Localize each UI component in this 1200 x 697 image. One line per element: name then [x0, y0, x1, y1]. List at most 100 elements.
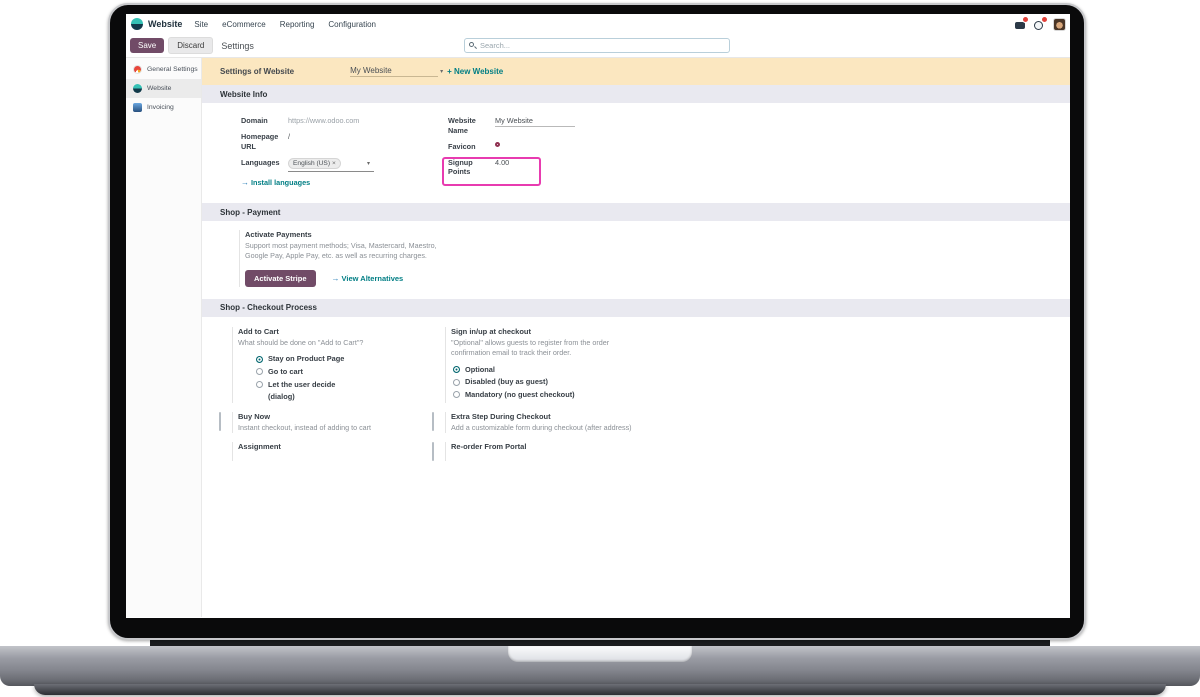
language-tag-label: English (US)	[293, 159, 331, 167]
desc-line-1: Support most payment methods; Visa, Mast…	[245, 241, 437, 250]
nav-right-icons	[1015, 16, 1070, 31]
favicon-preview-icon[interactable]	[495, 141, 500, 147]
radio-label: Mandatory (no guest checkout)	[465, 390, 575, 399]
radio-let-user-decide[interactable]: Let the user decide	[256, 380, 363, 390]
radio-icon[interactable]	[256, 380, 263, 388]
spacer	[432, 327, 445, 403]
sidebar-item-invoicing[interactable]: Invoicing	[126, 98, 201, 117]
radio-sublabel: (dialog)	[268, 392, 295, 402]
section-title: Shop - Checkout Process	[220, 303, 317, 313]
view-alternatives-link[interactable]: → View Alternatives	[332, 274, 404, 283]
search-input[interactable]	[480, 41, 710, 50]
nav-item-ecommerce[interactable]: eCommerce	[222, 19, 266, 29]
odoo-app-window: Website Site eCommerce Reporting Configu…	[126, 14, 1070, 618]
buy-now-body: Buy Now Instant checkout, instead of add…	[232, 411, 372, 434]
radio-selected-icon[interactable]	[453, 366, 460, 374]
assignment-body: Assignment	[232, 442, 281, 462]
languages-input[interactable]: English (US) × ▾	[288, 157, 374, 172]
shop-payment-content: Activate Payments Support most payment m…	[202, 221, 1070, 299]
radio-icon[interactable]	[453, 391, 460, 399]
radio-icon[interactable]	[453, 378, 460, 386]
general-settings-icon	[133, 65, 142, 74]
buy-now-checkbox[interactable]	[219, 411, 221, 431]
website-select[interactable]: My Website	[350, 66, 439, 77]
app-name[interactable]: Website	[148, 19, 183, 29]
checkbox-column	[432, 442, 445, 462]
install-languages-label: Install languages	[251, 177, 311, 187]
radio-label: Optional	[465, 364, 495, 374]
radio-go-to-cart[interactable]: Go to cart	[256, 367, 363, 377]
buy-now-desc: Instant checkout, instead of adding to c…	[238, 422, 372, 432]
view-alternatives-label: View Alternatives	[341, 273, 404, 283]
add-to-cart-desc: What should be done on "Add to Cart"?	[238, 337, 364, 347]
radio-stay-on-product-page[interactable]: Stay on Product Page	[256, 354, 363, 364]
clock-icon	[1034, 21, 1043, 30]
sidebar-item-general-settings[interactable]: General Settings	[126, 60, 201, 79]
nav-item-reporting[interactable]: Reporting	[279, 19, 315, 29]
radio-disabled-guest[interactable]: Disabled (buy as guest)	[453, 377, 609, 387]
extra-step-title: Extra Step During Checkout	[451, 411, 551, 421]
add-to-cart-body: Add to Cart What should be done on "Add …	[232, 326, 364, 403]
website-selector-banner: Settings of Website My Website ▾ + New W…	[202, 58, 1070, 85]
activate-payments-box: Activate Payments Support most payment m…	[239, 230, 1070, 287]
homepage-url-label: Homepage URL	[241, 131, 279, 151]
website-name-label: Website Name	[448, 116, 476, 135]
signup-points-label: Signup Points	[448, 157, 473, 177]
extra-step-checkbox[interactable]	[432, 411, 434, 431]
save-button[interactable]: Save	[130, 38, 165, 53]
radio-label: Stay on Product Page	[268, 354, 345, 364]
install-languages-link[interactable]: → Install languages	[241, 178, 441, 187]
buy-now-title: Buy Now	[238, 411, 271, 421]
control-bar: Save Discard Settings	[126, 34, 1070, 58]
website-name-input[interactable]: My Website	[495, 116, 575, 127]
activities-icon[interactable]	[1034, 16, 1048, 30]
user-avatar[interactable]	[1053, 17, 1066, 31]
checkout-row-assignment: Assignment Re-order From Portal	[219, 442, 1070, 462]
checkout-row-radios: Add to Cart What should be done on "Add …	[219, 326, 1070, 403]
favicon-label: Favicon	[448, 141, 476, 151]
activate-payments-title: Activate Payments	[245, 230, 312, 239]
extra-step-desc: Add a customizable form during checkout …	[451, 422, 632, 432]
add-to-cart-box: Add to Cart What should be done on "Add …	[219, 326, 428, 403]
nav-item-configuration[interactable]: Configuration	[328, 19, 376, 29]
caret-down-icon[interactable]: ▾	[440, 69, 444, 75]
chat-bubble-icon	[1015, 22, 1025, 29]
laptop-screen: Website Site eCommerce Reporting Configu…	[108, 3, 1086, 640]
sidebar-item-website[interactable]: Website	[126, 79, 201, 98]
search-box[interactable]	[464, 38, 730, 53]
discard-button[interactable]: Discard	[168, 37, 214, 54]
sidebar-item-label: General Settings	[147, 66, 198, 73]
messages-icon[interactable]	[1015, 16, 1029, 30]
domain-label: Domain	[241, 116, 268, 125]
signup-points-field-row: Signup Points 4.00	[448, 158, 658, 178]
section-title: Website Info	[220, 89, 268, 99]
search-icon	[469, 41, 477, 50]
signup-checkout-box: Sign in/up at checkout "Optional" allows…	[432, 326, 732, 403]
caret-down-icon[interactable]: ▾	[366, 160, 370, 167]
activate-stripe-button[interactable]: Activate Stripe	[245, 269, 316, 287]
homepage-url-input[interactable]: /	[288, 131, 291, 141]
languages-field-row: Languages English (US) × ▾	[241, 157, 441, 172]
reorder-checkbox[interactable]	[432, 442, 434, 462]
desc-line-2: Google Pay, Apple Pay, etc. as well as r…	[245, 251, 427, 261]
signup-points-input[interactable]: 4.00	[495, 157, 510, 167]
section-header-shop-checkout: Shop - Checkout Process	[202, 298, 1070, 317]
nav-item-site[interactable]: Site	[194, 19, 209, 29]
assignment-box: Assignment	[219, 442, 428, 462]
new-website-button[interactable]: + New Website	[447, 67, 504, 76]
radio-icon[interactable]	[256, 368, 263, 376]
radio-label: Go to cart	[268, 366, 303, 376]
shop-checkout-content: Add to Cart What should be done on "Add …	[202, 317, 1070, 462]
radio-optional[interactable]: Optional	[453, 365, 609, 375]
radio-selected-icon[interactable]	[256, 355, 263, 363]
domain-input[interactable]: https://www.odoo.com	[288, 116, 360, 125]
add-to-cart-options: Stay on Product Page Go to cart	[256, 354, 363, 402]
signup-checkout-body: Sign in/up at checkout "Optional" allows…	[445, 326, 609, 403]
signup-checkout-options: Optional Disabled (buy as guest)	[453, 365, 609, 400]
extra-step-body: Extra Step During Checkout Add a customi…	[445, 411, 632, 434]
radio-label: Let the user decide	[268, 379, 336, 389]
checkbox-column	[432, 411, 445, 433]
remove-language-icon[interactable]: ×	[332, 159, 336, 167]
radio-mandatory[interactable]: Mandatory (no guest checkout)	[453, 390, 609, 400]
